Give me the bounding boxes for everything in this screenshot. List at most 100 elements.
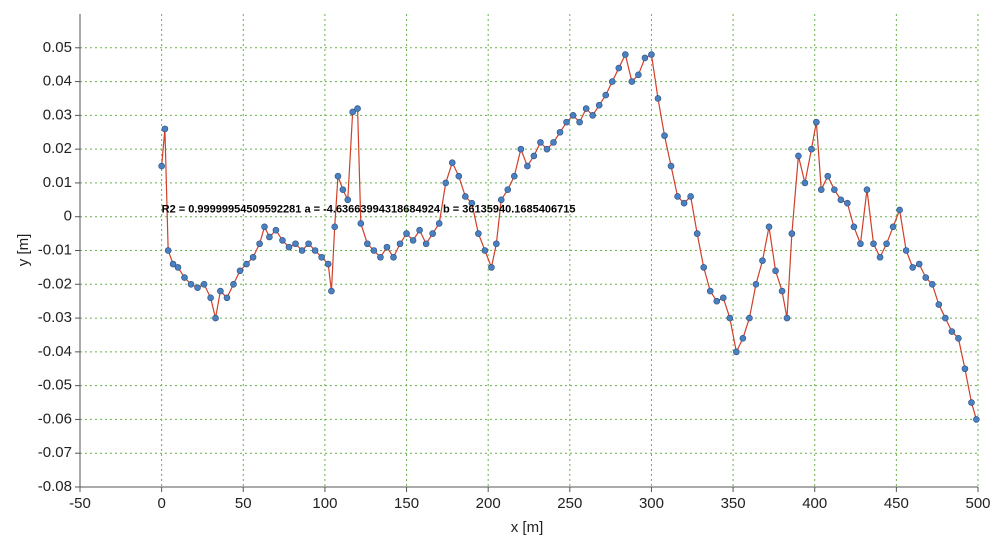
y-tick-label: 0.04: [43, 73, 72, 90]
data-point: [772, 267, 779, 275]
data-point: [370, 247, 378, 254]
data-point: [680, 199, 688, 207]
data-point: [973, 416, 980, 423]
data-point: [292, 240, 299, 248]
x-tick-label: 350: [721, 495, 746, 512]
data-point: [298, 247, 306, 254]
data-point: [261, 223, 268, 231]
data-point: [442, 179, 450, 187]
data-point: [922, 274, 930, 281]
data-point: [746, 314, 753, 322]
data-point: [311, 247, 319, 254]
data-point: [896, 206, 903, 214]
y-tick-label: -0.04: [38, 343, 72, 360]
data-point: [344, 196, 352, 204]
data-point: [266, 233, 273, 241]
data-point: [517, 145, 525, 153]
data-point: [870, 240, 877, 248]
data-point: [813, 118, 820, 126]
data-point: [364, 240, 371, 248]
data-point: [158, 162, 165, 170]
data-point: [194, 284, 201, 291]
data-point: [693, 230, 701, 237]
data-point: [409, 237, 417, 244]
data-point: [357, 220, 365, 227]
data-point: [349, 108, 356, 116]
data-point: [223, 294, 231, 302]
data-point: [850, 223, 858, 231]
y-tick-label: 0.01: [43, 174, 72, 191]
data-point: [174, 264, 182, 271]
data-point: [543, 145, 551, 153]
data-point: [488, 264, 495, 271]
data-point: [902, 247, 910, 254]
data-point: [396, 240, 404, 248]
data-point: [272, 226, 280, 234]
x-tick-label: 500: [965, 495, 990, 512]
data-point: [377, 253, 384, 261]
data-point: [497, 196, 505, 204]
data-point: [622, 51, 629, 58]
data-point: [354, 105, 361, 112]
data-point: [783, 314, 791, 322]
data-point: [733, 348, 740, 356]
data-point: [955, 335, 962, 342]
data-point: [576, 118, 583, 126]
data-point: [582, 105, 590, 112]
data-point: [765, 223, 773, 231]
x-tick-label: 400: [802, 495, 827, 512]
data-point: [778, 287, 786, 295]
data-point: [968, 399, 975, 406]
data-point: [481, 247, 489, 254]
data-point: [788, 230, 796, 237]
data-point: [667, 162, 675, 170]
data-point: [837, 196, 845, 204]
data-point: [674, 193, 681, 200]
data-point: [448, 159, 456, 166]
data-point: [706, 287, 714, 295]
data-point: [889, 223, 897, 231]
annotation: R2 = 0.99999954509592281 a = -4.63663994…: [162, 204, 576, 216]
x-tick-label: 250: [557, 495, 582, 512]
y-tick-label: -0.08: [38, 478, 72, 495]
data-point: [331, 223, 339, 231]
data-point: [857, 240, 864, 248]
data-point: [608, 78, 616, 85]
data-point: [339, 186, 347, 193]
data-point: [563, 118, 570, 126]
x-tick-label: 0: [157, 495, 165, 512]
data-point: [700, 264, 708, 271]
data-point: [876, 253, 884, 261]
data-point: [243, 260, 250, 268]
data-point: [713, 297, 721, 305]
data-point: [948, 328, 956, 335]
data-point: [589, 112, 596, 119]
data-point: [462, 193, 469, 200]
data-point: [602, 91, 610, 99]
data-point: [883, 240, 890, 248]
y-tick-label: -0.01: [38, 241, 72, 258]
data-point: [942, 314, 949, 322]
y-tick-label: -0.02: [38, 275, 72, 292]
data-point: [334, 172, 342, 180]
data-point: [217, 287, 224, 295]
data-point: [726, 314, 734, 322]
y-tick-label: 0: [64, 208, 72, 225]
data-point: [169, 260, 177, 268]
data-point: [654, 95, 662, 102]
data-point: [403, 230, 410, 237]
data-line: [161, 52, 977, 420]
data-point: [615, 64, 623, 72]
x-tick-label: 150: [394, 495, 419, 512]
data-point: [739, 335, 747, 342]
data-point: [187, 280, 195, 288]
data-point: [249, 253, 257, 261]
data-point: [928, 280, 936, 288]
data-point: [455, 172, 463, 180]
data-point: [236, 267, 244, 275]
data-point: [181, 274, 188, 281]
data-point: [504, 186, 512, 193]
x-tick-label: 450: [884, 495, 909, 512]
data-point: [909, 264, 916, 271]
